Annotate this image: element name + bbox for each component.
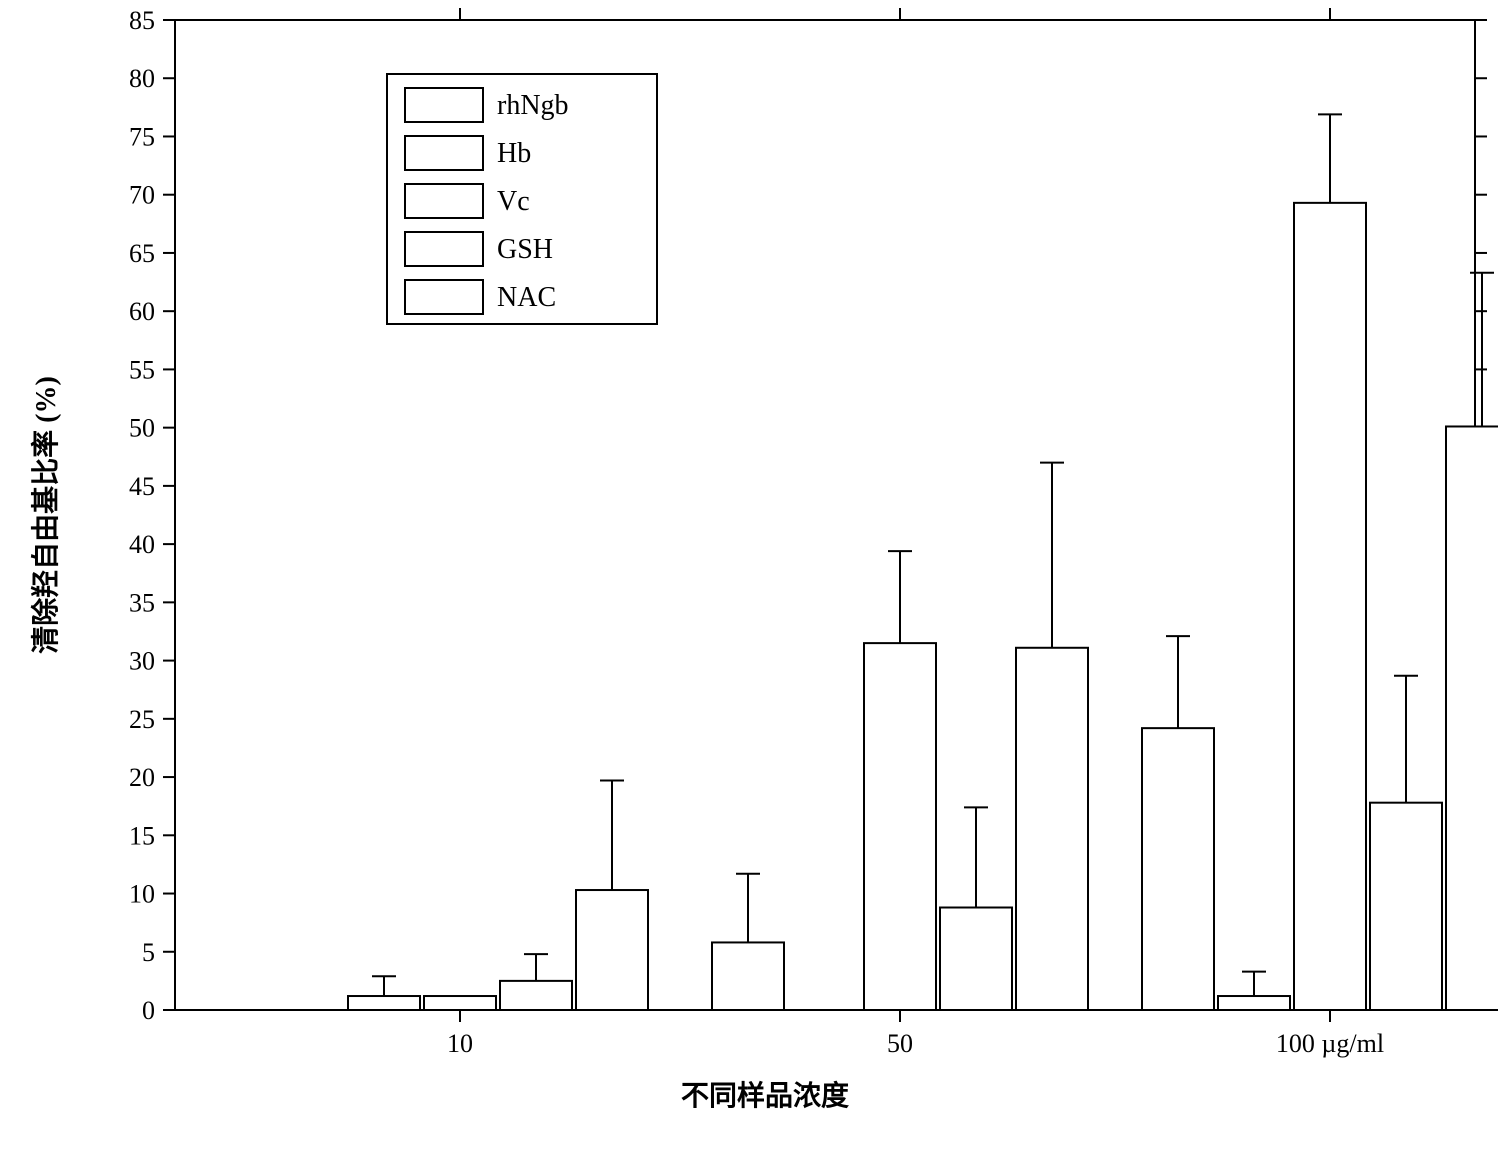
legend-label-GSH: GSH [497,234,553,265]
x-tick-label: 10 [447,1029,473,1058]
bar-outline-Vc [424,996,496,1010]
y-tick-label: 40 [129,530,155,559]
y-axis-title: 清除羟自由基比率 (%) [29,376,62,654]
y-tick-label: 80 [129,64,155,93]
y-tick-label: 0 [142,996,155,1025]
x-axis-title: 不同样品浓度 [681,1079,849,1112]
y-tick-label: 75 [129,122,155,151]
bar-outline-GSH [940,908,1012,1010]
legend-label-NAC: NAC [497,282,556,313]
bar-outline-NAC [1016,648,1088,1010]
legend-label-Hb: Hb [497,138,531,169]
x-tick-label: 100 µg/ml [1276,1029,1384,1058]
x-tick-label: 50 [887,1029,913,1058]
bar-chart: 0 5 10 15 20 25 30 35 40 45 50 55 60 65 70 75 80 85 10 50 10… [0,0,1498,1159]
bar-outline-GSH [500,981,572,1010]
legend-label-Vc: Vc [497,186,530,217]
bar-outline-rhNgb [712,942,784,1010]
y-tick-label: 50 [129,414,155,443]
legend: rhNgb Hb Vc GSH NAC [387,74,657,324]
bar-outline-Hb [348,996,420,1010]
plot-frame [175,20,1475,1010]
y-tick-label: 65 [129,239,155,268]
bar-outline-Vc [864,643,936,1010]
y-tick-label: 5 [142,938,155,967]
y-tick-label: 15 [129,821,155,850]
y-tick-label: 10 [129,880,155,909]
bar-outline-Hb [1218,996,1290,1010]
bar-outline-rhNgb [1142,728,1214,1010]
y-tick-label: 70 [129,181,155,210]
bar-outline-GSH [1370,803,1442,1010]
y-tick-label: 30 [129,647,155,676]
y-tick-label: 85 [129,6,155,35]
y-tick-label: 35 [129,588,155,617]
legend-label-rhNgb: rhNgb [497,90,569,121]
y-tick-label: 55 [129,355,155,384]
y-tick-label: 60 [129,297,155,326]
bar-outline-NAC [1446,426,1498,1010]
bar-outline-Vc [1294,203,1366,1010]
y-tick-label: 25 [129,705,155,734]
bar-outline-NAC [576,890,648,1010]
y-tick-label: 20 [129,763,155,792]
y-tick-label: 45 [129,472,155,501]
